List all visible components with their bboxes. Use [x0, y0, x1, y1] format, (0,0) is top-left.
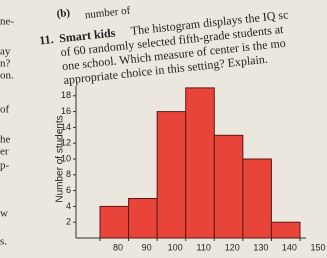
y-tick-label: 2: [66, 217, 71, 227]
margin-fragment: n?: [0, 58, 11, 70]
margin-fragment: ay: [0, 46, 11, 58]
x-tick-label: 80: [113, 242, 123, 252]
margin-fragment: w: [0, 208, 8, 220]
problem-title: Smart kids: [58, 25, 116, 45]
margin-fragment: ne-: [0, 16, 14, 28]
x-tick-label: 90: [142, 242, 152, 252]
x-tick-label: 120: [225, 242, 240, 252]
part-label: (b): [56, 7, 71, 20]
bar: [270, 221, 301, 239]
y-tick-label: 14: [61, 122, 71, 132]
bar: [128, 198, 158, 239]
bar: [156, 111, 187, 239]
x-tick-label: 110: [197, 242, 211, 252]
margin-fragment: s.: [0, 236, 7, 248]
margin-fragment: of: [0, 104, 10, 116]
bar: [185, 87, 215, 239]
margin-fragment: er: [0, 146, 9, 158]
bar: [242, 158, 272, 239]
margin-fragment: he: [0, 134, 11, 146]
y-tick-label: 8: [66, 169, 71, 179]
bar: [213, 134, 244, 239]
header-fragment: number of: [84, 5, 131, 22]
y-tick-label: 4: [66, 201, 71, 211]
margin-fragment: on.: [0, 70, 14, 82]
y-tick-label: 18: [61, 90, 71, 100]
margin-fragment: p-: [0, 160, 10, 172]
problem-number: 11.: [39, 32, 55, 47]
x-tick-label: 150: [310, 242, 325, 252]
y-tick-label: 16: [61, 106, 71, 116]
y-tick-label: 6: [66, 185, 71, 195]
x-tick-label: 140: [282, 242, 297, 252]
y-tick-label: 12: [61, 138, 71, 148]
y-tick-label: 10: [61, 153, 71, 163]
y-axis-label: Number of students: [55, 115, 66, 202]
problem-text: (b) number of 11. Smart kids The histogr…: [39, 5, 289, 88]
bar: [99, 205, 130, 239]
x-tick-label: 100: [168, 242, 183, 252]
x-tick-label: 130: [253, 242, 268, 252]
